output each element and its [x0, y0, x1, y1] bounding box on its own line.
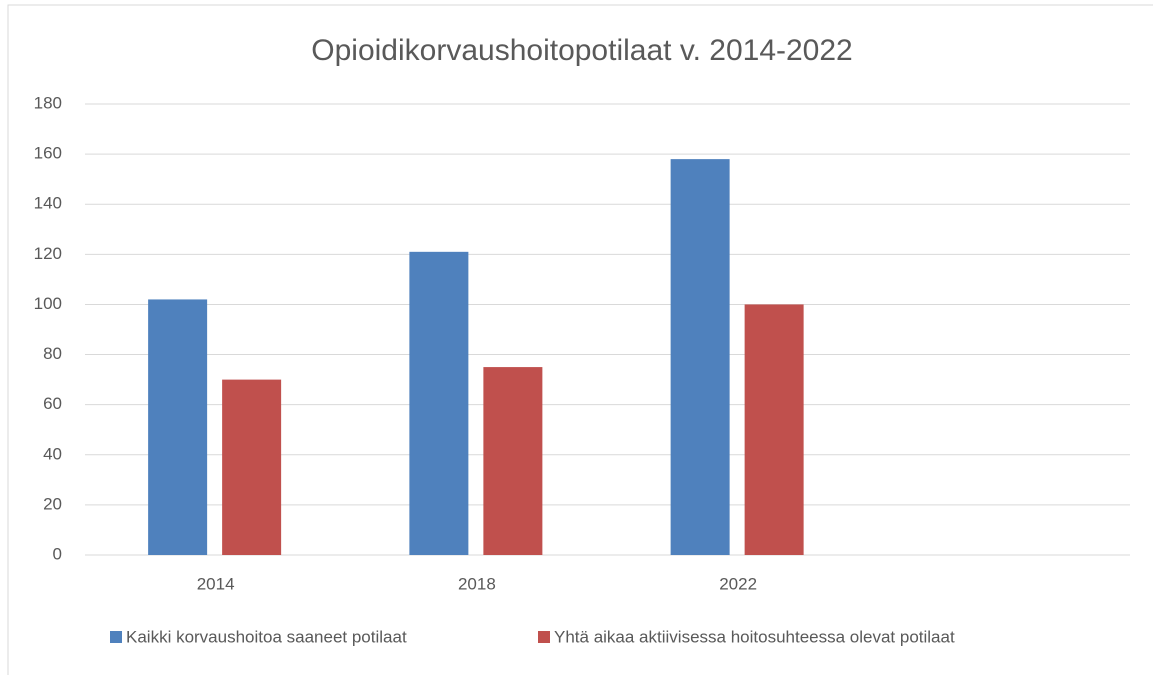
y-tick-label: 40	[43, 444, 62, 463]
bar	[744, 304, 804, 555]
y-tick-label: 140	[34, 194, 62, 213]
bar	[148, 299, 208, 555]
x-tick-label: 2014	[197, 574, 235, 593]
y-tick-label: 20	[43, 494, 62, 513]
legend-label: Yhtä aikaa aktiivisessa hoitosuhteessa o…	[554, 627, 955, 646]
x-tick-label: 2022	[719, 574, 757, 593]
y-tick-label: 180	[34, 93, 62, 112]
y-tick-label: 60	[43, 394, 62, 413]
legend-label: Kaikki korvaushoitoa saaneet potilaat	[126, 627, 407, 646]
y-tick-label: 120	[34, 244, 62, 263]
chart-title: Opioidikorvaushoitopotilaat v. 2014-2022	[311, 34, 852, 67]
y-tick-label: 0	[53, 544, 62, 563]
bar	[483, 367, 543, 555]
y-tick-label: 100	[34, 294, 62, 313]
bar	[670, 159, 730, 555]
legend-swatch	[110, 631, 122, 643]
y-tick-label: 80	[43, 344, 62, 363]
y-tick-label: 160	[34, 144, 62, 163]
legend-swatch	[538, 631, 550, 643]
bar	[222, 379, 282, 555]
x-tick-label: 2018	[458, 574, 496, 593]
bar	[409, 251, 469, 556]
